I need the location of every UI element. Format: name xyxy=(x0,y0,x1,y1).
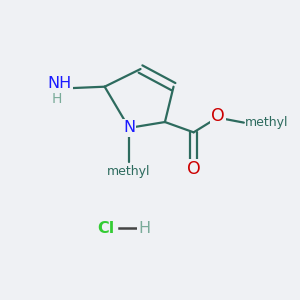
Text: Cl: Cl xyxy=(98,220,115,236)
Text: H: H xyxy=(52,92,62,106)
Text: methyl: methyl xyxy=(107,165,151,178)
Text: O: O xyxy=(211,107,225,125)
Text: N: N xyxy=(123,120,135,135)
Text: H: H xyxy=(139,220,151,236)
Text: O: O xyxy=(187,160,200,178)
Text: methyl: methyl xyxy=(245,116,289,129)
Text: NH: NH xyxy=(47,76,72,91)
